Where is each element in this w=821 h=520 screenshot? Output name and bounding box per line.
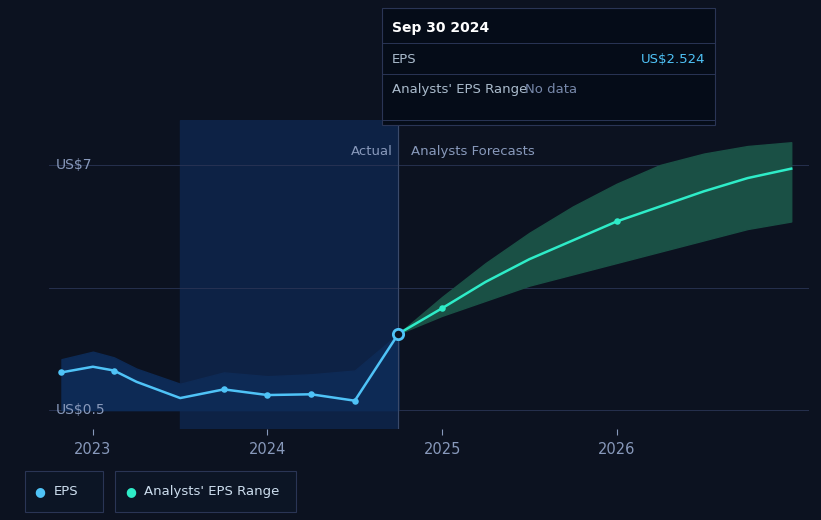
- Text: Sep 30 2024: Sep 30 2024: [392, 21, 488, 34]
- Text: Actual: Actual: [351, 145, 393, 158]
- Point: [261, 391, 274, 399]
- Text: Analysts Forecasts: Analysts Forecasts: [410, 145, 534, 158]
- Point: [610, 217, 623, 226]
- Point: [218, 385, 231, 394]
- Text: US$0.5: US$0.5: [57, 403, 106, 417]
- Point: [108, 367, 121, 375]
- Text: EPS: EPS: [392, 53, 416, 66]
- Text: ●: ●: [34, 485, 45, 498]
- Bar: [180, 120, 398, 429]
- Text: US$2.524: US$2.524: [640, 53, 705, 66]
- Point: [392, 330, 405, 338]
- Text: ●: ●: [125, 485, 135, 498]
- Point: [435, 304, 448, 313]
- Text: US$7: US$7: [57, 158, 93, 172]
- Text: No data: No data: [525, 83, 577, 97]
- Point: [305, 390, 318, 398]
- Point: [55, 368, 68, 376]
- Point: [348, 397, 361, 405]
- Text: Analysts' EPS Range: Analysts' EPS Range: [144, 485, 279, 498]
- Text: Analysts' EPS Range: Analysts' EPS Range: [392, 83, 527, 97]
- Text: EPS: EPS: [53, 485, 78, 498]
